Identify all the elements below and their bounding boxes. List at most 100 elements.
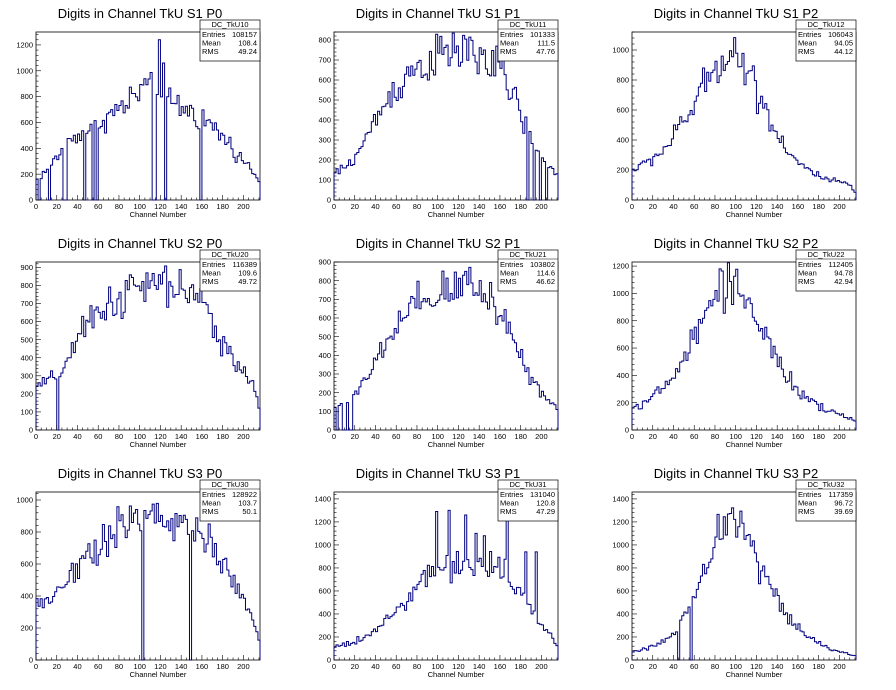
x-tick-label: 60 bbox=[392, 432, 400, 441]
plot-frame bbox=[333, 261, 559, 431]
histogram-panel: 0 20 40 60 80 100 120 140 160 180 200 0 200 400 600 800… bbox=[612, 236, 857, 449]
x-tick-label: 180 bbox=[812, 662, 825, 671]
chart-title: Digits in Channel TkU S2 P0 bbox=[58, 236, 223, 251]
x-tick-label: 200 bbox=[237, 662, 250, 671]
y-tick-label: 400 bbox=[20, 144, 33, 153]
x-tick-label: 180 bbox=[514, 202, 527, 211]
stats-rms-label: RMS bbox=[500, 507, 517, 516]
x-tick-label: 200 bbox=[535, 662, 548, 671]
stats-box-frame bbox=[199, 479, 261, 522]
y-tick-label: 800 bbox=[318, 36, 331, 45]
x-tick-label: 180 bbox=[216, 662, 229, 671]
y-tick-label: 800 bbox=[318, 276, 331, 285]
stats-rms-value: 50.1 bbox=[242, 507, 257, 516]
x-tick-label: 160 bbox=[196, 662, 209, 671]
histogram-panel: 0 20 40 60 80 100 120 140 160 180 200 0 100 200 300 400… bbox=[318, 6, 559, 219]
x-tick-label: 160 bbox=[792, 662, 805, 671]
x-tick-label: 140 bbox=[771, 202, 784, 211]
stats-rms-value: 46.62 bbox=[536, 277, 555, 286]
x-tick-label: 140 bbox=[473, 432, 486, 441]
stats-name: DC_TkU22 bbox=[807, 250, 844, 259]
y-tick-label: 400 bbox=[318, 610, 331, 619]
x-tick-label: 60 bbox=[94, 662, 102, 671]
x-tick-label: 20 bbox=[53, 662, 61, 671]
y-tick-label: 600 bbox=[318, 587, 331, 596]
histogram-series bbox=[35, 265, 261, 431]
y-tick-label: 600 bbox=[20, 317, 33, 326]
x-tick-label: 60 bbox=[392, 202, 400, 211]
y-tick-label: 1400 bbox=[612, 495, 629, 504]
y-tick-label: 400 bbox=[616, 371, 629, 380]
stats-rms-value: 49.72 bbox=[238, 277, 257, 286]
y-tick-label: 200 bbox=[616, 633, 629, 642]
stats-mean-value: 114.6 bbox=[537, 269, 555, 278]
y-tick-label: 800 bbox=[20, 528, 33, 537]
stats-rms-label: RMS bbox=[500, 277, 517, 286]
stats-rms-value: 47.29 bbox=[536, 507, 555, 516]
y-tick-label: 1400 bbox=[314, 495, 331, 504]
x-tick-label: 60 bbox=[690, 662, 698, 671]
x-tick-label: 100 bbox=[729, 202, 742, 211]
x-tick-label: 200 bbox=[535, 202, 548, 211]
x-tick-label: 80 bbox=[115, 432, 123, 441]
y-tick-label: 700 bbox=[318, 295, 331, 304]
stats-mean-label: Mean bbox=[500, 269, 519, 278]
stats-rms-value: 49.24 bbox=[238, 47, 257, 56]
chart-title: Digits in Channel TkU S1 P0 bbox=[58, 6, 223, 21]
y-tick-label: 0 bbox=[625, 656, 629, 665]
histogram-panel: 0 20 40 60 80 100 120 140 160 180 200 0 200 400 600 800… bbox=[612, 6, 857, 219]
stats-box-frame bbox=[795, 19, 857, 62]
plot-frame bbox=[35, 261, 261, 431]
x-tick-label: 100 bbox=[133, 432, 146, 441]
stats-rms-label: RMS bbox=[798, 507, 815, 516]
y-tick-label: 600 bbox=[616, 106, 629, 115]
x-axis-title: Channel Number bbox=[726, 670, 783, 679]
stats-box-frame bbox=[199, 19, 261, 62]
x-tick-label: 20 bbox=[351, 662, 359, 671]
x-tick-label: 100 bbox=[431, 202, 444, 211]
x-tick-label: 200 bbox=[535, 432, 548, 441]
y-tick-label: 800 bbox=[616, 564, 629, 573]
y-tick-label: 0 bbox=[29, 426, 33, 435]
x-tick-label: 80 bbox=[115, 202, 123, 211]
stats-mean-value: 103.7 bbox=[238, 499, 257, 508]
y-tick-label: 1200 bbox=[612, 518, 629, 527]
chart-title: Digits in Channel TkU S1 P2 bbox=[654, 6, 819, 21]
x-tick-label: 100 bbox=[431, 432, 444, 441]
stats-mean-label: Mean bbox=[500, 499, 519, 508]
histogram-panel: 0 20 40 60 80 100 120 140 160 180 200 0 100 200 300 400… bbox=[20, 236, 261, 449]
stats-mean-label: Mean bbox=[798, 39, 817, 48]
x-tick-label: 80 bbox=[711, 202, 719, 211]
y-tick-label: 200 bbox=[318, 156, 331, 165]
x-tick-label: 0 bbox=[332, 662, 336, 671]
stats-entries-label: Entries bbox=[202, 30, 226, 39]
y-tick-label: 600 bbox=[616, 344, 629, 353]
y-tick-label: 800 bbox=[616, 76, 629, 85]
x-tick-label: 120 bbox=[452, 432, 465, 441]
y-tick-label: 1000 bbox=[612, 541, 629, 550]
histogram-series bbox=[35, 39, 261, 201]
stats-entries-value: 112405 bbox=[829, 260, 853, 269]
y-tick-label: 400 bbox=[20, 592, 33, 601]
x-tick-label: 140 bbox=[771, 432, 784, 441]
y-tick-label: 800 bbox=[616, 316, 629, 325]
x-tick-label: 120 bbox=[452, 202, 465, 211]
chart-title: Digits in Channel TkU S3 P1 bbox=[356, 466, 521, 481]
stats-mean-value: 94.78 bbox=[834, 269, 853, 278]
x-tick-label: 60 bbox=[94, 432, 102, 441]
stats-entries-value: 106043 bbox=[828, 30, 853, 39]
x-tick-label: 200 bbox=[237, 432, 250, 441]
chart-title: Digits in Channel TkU S3 P0 bbox=[58, 466, 223, 481]
stats-rms-label: RMS bbox=[798, 277, 815, 286]
y-tick-label: 400 bbox=[616, 136, 629, 145]
x-tick-label: 180 bbox=[514, 662, 527, 671]
chart-title: Digits in Channel TkU S1 P1 bbox=[356, 6, 521, 21]
x-tick-label: 80 bbox=[413, 662, 421, 671]
x-axis-title: Channel Number bbox=[726, 210, 783, 219]
stats-mean-label: Mean bbox=[798, 499, 817, 508]
x-tick-label: 20 bbox=[649, 202, 657, 211]
x-tick-label: 140 bbox=[175, 202, 188, 211]
